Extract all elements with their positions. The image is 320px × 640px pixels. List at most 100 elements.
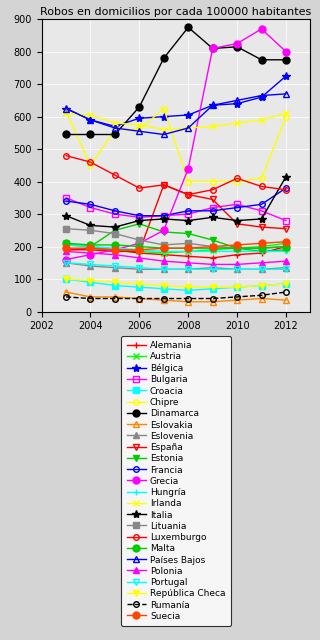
Croacia: [113, 282, 117, 289]
Line: Austria: Austria: [63, 240, 289, 257]
Irlanda: [260, 116, 263, 124]
Austria: [64, 239, 68, 247]
Países Bajos: [162, 131, 166, 138]
Line: Polonia: Polonia: [63, 249, 289, 267]
Italia: [89, 221, 92, 229]
Rumanía: [64, 293, 68, 301]
Alemania: [113, 246, 117, 253]
Irlanda: [137, 121, 141, 129]
Dinamarca: [211, 45, 215, 52]
Legend: Alemania, Austria, Bélgica, Bulgaria, Croacia, Chipre, Dinamarca, Eslovakia, Esl: Alemania, Austria, Bélgica, Bulgaria, Cr…: [121, 336, 231, 627]
España: [137, 248, 141, 255]
Italia: [64, 212, 68, 220]
Luxemburgo: [89, 158, 92, 166]
Estonia: [284, 246, 288, 253]
Bélgica: [64, 105, 68, 113]
Estonia: [64, 241, 68, 249]
Eslovenia: [284, 264, 288, 271]
Irlanda: [186, 124, 190, 132]
Chipre: [260, 175, 263, 182]
Portugal: [64, 259, 68, 267]
Chipre: [64, 108, 68, 116]
Francia: [235, 204, 239, 211]
Eslovenia: [137, 266, 141, 273]
Malta: [211, 244, 215, 252]
Suecia: [186, 244, 190, 252]
Países Bajos: [260, 92, 263, 99]
Bulgaria: [113, 210, 117, 218]
Line: Croacia: Croacia: [63, 276, 289, 293]
Line: Lituania: Lituania: [63, 226, 289, 251]
Italia: [186, 217, 190, 225]
Chipre: [211, 178, 215, 186]
Países Bajos: [89, 116, 92, 124]
Malta: [162, 244, 166, 252]
Lituania: [186, 239, 190, 247]
Lituania: [89, 227, 92, 234]
Hungría: [113, 244, 117, 252]
República Checa: [162, 282, 166, 289]
Irlanda: [89, 111, 92, 119]
Eslovenia: [64, 259, 68, 267]
Francia: [186, 207, 190, 214]
Dinamarca: [89, 131, 92, 138]
Croacia: [260, 282, 263, 289]
España: [113, 248, 117, 255]
Luxemburgo: [137, 184, 141, 192]
Eslovakia: [284, 296, 288, 304]
Polonia: [260, 259, 263, 267]
Alemania: [64, 246, 68, 253]
Luxemburgo: [235, 175, 239, 182]
República Checa: [64, 275, 68, 283]
Irlanda: [162, 126, 166, 134]
España: [89, 246, 92, 253]
Line: República Checa: República Checa: [63, 276, 289, 290]
Polonia: [186, 259, 190, 267]
Eslovenia: [235, 266, 239, 273]
España: [64, 246, 68, 253]
Rumanía: [162, 294, 166, 302]
Portugal: [113, 262, 117, 270]
Francia: [89, 200, 92, 208]
Portugal: [235, 266, 239, 273]
Estonia: [89, 243, 92, 250]
Irlanda: [211, 122, 215, 130]
Lituania: [284, 243, 288, 250]
Malta: [137, 243, 141, 250]
Estonia: [113, 227, 117, 234]
Portugal: [186, 266, 190, 273]
Suecia: [211, 243, 215, 250]
Dinamarca: [235, 43, 239, 51]
Rumanía: [284, 288, 288, 296]
Hungría: [284, 248, 288, 255]
Line: Bulgaria: Bulgaria: [63, 195, 289, 223]
Suecia: [284, 238, 288, 246]
Line: Rumanía: Rumanía: [63, 289, 289, 301]
Suecia: [137, 246, 141, 253]
Países Bajos: [186, 124, 190, 132]
España: [186, 191, 190, 198]
Suecia: [260, 239, 263, 247]
Eslovakia: [137, 294, 141, 302]
Eslovenia: [113, 264, 117, 271]
Países Bajos: [113, 124, 117, 132]
Polonia: [64, 248, 68, 255]
Luxemburgo: [284, 186, 288, 193]
Austria: [162, 249, 166, 257]
Rumanía: [260, 291, 263, 299]
Austria: [186, 248, 190, 255]
Italia: [137, 217, 141, 225]
República Checa: [186, 284, 190, 291]
Portugal: [284, 266, 288, 273]
Alemania: [211, 254, 215, 262]
Grecia: [113, 246, 117, 253]
Luxemburgo: [113, 172, 117, 179]
Rumanía: [89, 294, 92, 302]
Irlanda: [64, 109, 68, 117]
Italia: [284, 173, 288, 180]
Line: Italia: Italia: [62, 173, 290, 231]
España: [162, 181, 166, 189]
Chipre: [89, 161, 92, 169]
Francia: [260, 200, 263, 208]
Hungría: [235, 248, 239, 255]
